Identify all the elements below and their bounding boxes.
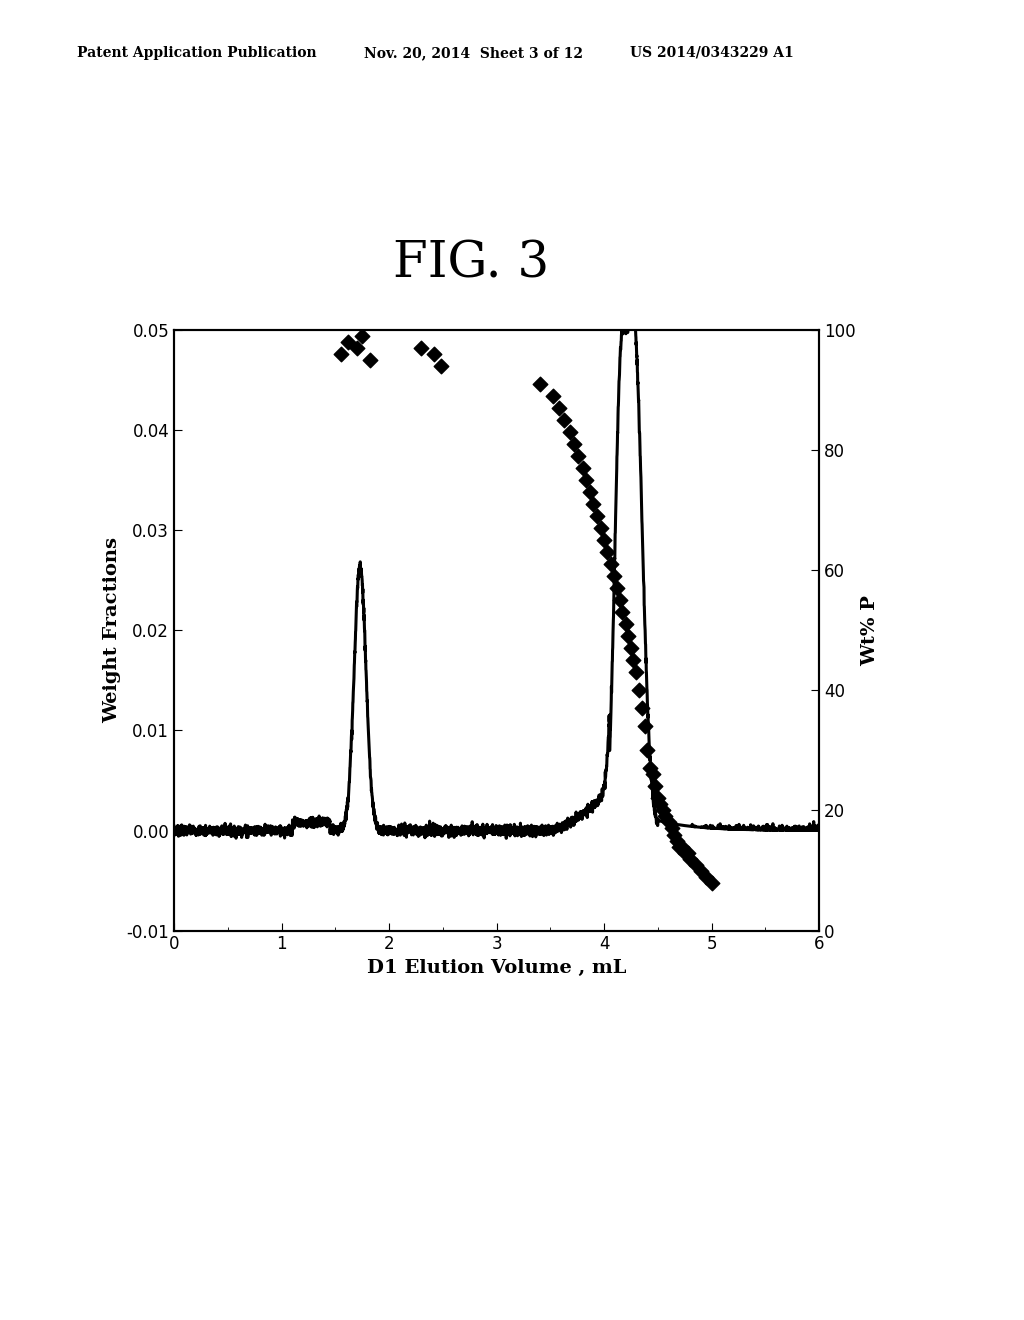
Point xyxy=(687,854,703,875)
Point xyxy=(620,626,636,647)
Point xyxy=(674,836,690,857)
Point xyxy=(652,793,669,814)
Point xyxy=(669,830,685,851)
Point xyxy=(361,350,378,371)
Point xyxy=(657,807,674,828)
Point xyxy=(634,698,650,719)
Point xyxy=(531,374,548,395)
Text: US 2014/0343229 A1: US 2014/0343229 A1 xyxy=(630,46,794,59)
Point xyxy=(589,506,605,527)
Point xyxy=(612,590,629,611)
Point xyxy=(655,800,672,821)
Point xyxy=(644,764,660,785)
Point xyxy=(642,758,658,779)
Point xyxy=(617,614,634,635)
Point xyxy=(623,638,639,659)
Point xyxy=(693,861,710,882)
Text: Nov. 20, 2014  Sheet 3 of 12: Nov. 20, 2014 Sheet 3 of 12 xyxy=(364,46,583,59)
Point xyxy=(646,776,663,797)
Point xyxy=(432,355,449,376)
Point xyxy=(566,433,583,454)
Point xyxy=(666,824,682,845)
Point xyxy=(703,873,720,894)
Point xyxy=(639,739,655,760)
Point xyxy=(574,458,591,479)
Point xyxy=(333,343,349,364)
Point xyxy=(561,421,578,442)
Point xyxy=(625,649,641,671)
Point xyxy=(664,818,680,840)
Point xyxy=(599,541,615,562)
Point xyxy=(586,494,602,515)
Point xyxy=(609,578,626,599)
Text: FIG. 3: FIG. 3 xyxy=(393,239,549,289)
Point xyxy=(614,602,631,623)
Point xyxy=(340,331,356,352)
Point xyxy=(637,715,653,737)
Point xyxy=(593,517,609,539)
Y-axis label: Wt% P: Wt% P xyxy=(861,595,880,665)
Point xyxy=(602,553,618,574)
Point xyxy=(578,470,594,491)
Point xyxy=(570,446,587,467)
Point xyxy=(631,680,647,701)
Point xyxy=(551,397,567,418)
X-axis label: D1 Elution Volume , mL: D1 Elution Volume , mL xyxy=(367,960,627,977)
Point xyxy=(605,566,622,587)
Point xyxy=(680,842,696,863)
Point xyxy=(556,409,572,430)
Point xyxy=(582,482,598,503)
Point xyxy=(596,529,612,550)
Point xyxy=(677,842,693,863)
Point xyxy=(354,326,371,347)
Point xyxy=(628,661,645,682)
Point xyxy=(698,866,715,887)
Y-axis label: Weight Fractions: Weight Fractions xyxy=(103,537,121,723)
Text: Patent Application Publication: Patent Application Publication xyxy=(77,46,316,59)
Point xyxy=(413,338,430,359)
Point xyxy=(672,836,688,857)
Point xyxy=(348,338,366,359)
Point xyxy=(545,385,561,407)
Point xyxy=(649,788,666,809)
Point xyxy=(682,847,698,869)
Point xyxy=(660,812,677,833)
Point xyxy=(426,343,442,364)
